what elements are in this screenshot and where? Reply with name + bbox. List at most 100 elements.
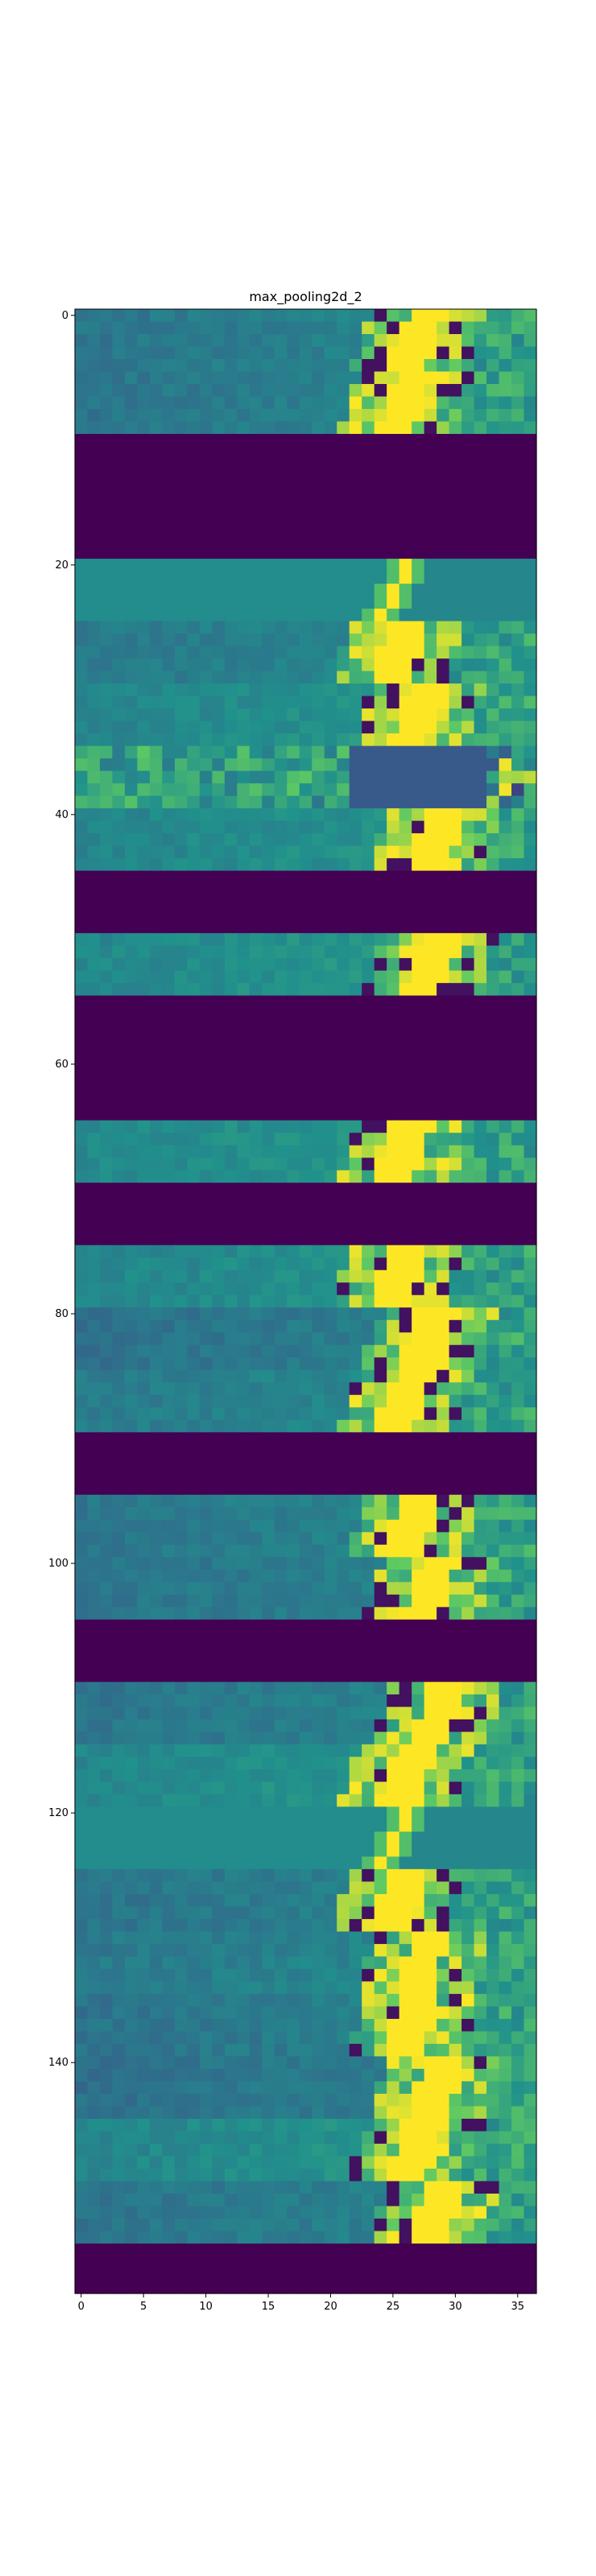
heatmap-cell [124, 621, 139, 634]
heatmap-cell [449, 1344, 462, 1358]
heatmap-cell [274, 621, 288, 634]
heatmap-cell [399, 958, 412, 972]
heatmap-cell [75, 621, 89, 634]
heatmap-cell [349, 1532, 362, 1546]
heatmap-cell [75, 1170, 89, 1183]
heatmap-cell [437, 1757, 450, 1770]
heatmap-cell [337, 1906, 350, 1920]
heatmap-cell [399, 1757, 412, 1770]
heatmap-cell [137, 1108, 151, 1121]
heatmap-cell [112, 708, 126, 722]
heatmap-cell [112, 795, 126, 809]
heatmap-cell [75, 1719, 89, 1732]
heatmap-cell [124, 933, 139, 947]
heatmap-cell [112, 1893, 126, 1907]
heatmap-cell [524, 845, 537, 859]
heatmap-cell [299, 1682, 312, 1695]
heatmap-cell [162, 883, 176, 897]
heatmap-cell [511, 1931, 525, 1945]
heatmap-cell [412, 733, 425, 747]
heatmap-cell [149, 1382, 163, 1396]
heatmap-cell [349, 1719, 362, 1732]
heatmap-cell [237, 609, 250, 622]
heatmap-cell [474, 459, 487, 473]
heatmap-cell [87, 1357, 101, 1371]
heatmap-cell [274, 833, 288, 847]
heatmap-cell [424, 833, 437, 847]
heatmap-cell [174, 1382, 188, 1396]
heatmap-cell [149, 833, 163, 847]
heatmap-cell [162, 1632, 176, 1645]
heatmap-cell [449, 1582, 462, 1596]
heatmap-cell [412, 1482, 425, 1496]
heatmap-cell [437, 1806, 450, 1820]
heatmap-cell [374, 1906, 387, 1920]
heatmap-cell [424, 521, 437, 535]
heatmap-cell [162, 1170, 176, 1183]
heatmap-cell [499, 359, 512, 373]
heatmap-cell [187, 484, 201, 497]
heatmap-cell [187, 983, 201, 997]
heatmap-cell [237, 446, 250, 460]
heatmap-cell [399, 1906, 412, 1920]
heatmap-cell [412, 571, 425, 584]
heatmap-cell [499, 1781, 512, 1795]
heatmap-cell [75, 1769, 89, 1782]
heatmap-cell [299, 1382, 312, 1396]
heatmap-cell [187, 1707, 201, 1720]
heatmap-cell [87, 1444, 101, 1458]
heatmap-cell [174, 945, 188, 959]
heatmap-cell [424, 509, 437, 522]
heatmap-cell [124, 1806, 139, 1820]
heatmap-cell [87, 795, 101, 809]
heatmap-cell [449, 933, 462, 947]
heatmap-cell [449, 1544, 462, 1558]
heatmap-cell [137, 321, 151, 335]
heatmap-cell [224, 1956, 238, 1970]
heatmap-cell [87, 995, 101, 1009]
heatmap-cell [199, 1419, 213, 1433]
heatmap-cell [337, 1619, 350, 1633]
heatmap-cell [349, 1332, 362, 1346]
heatmap-cell [274, 1657, 288, 1670]
heatmap-cell [212, 1732, 226, 1745]
heatmap-cell [99, 1594, 114, 1608]
heatmap-cell [349, 1582, 362, 1596]
heatmap-cell [262, 384, 275, 398]
heatmap-cell [87, 1781, 101, 1795]
heatmap-cell [511, 1232, 525, 1246]
heatmap-cell [262, 883, 275, 897]
heatmap-cell [486, 696, 500, 709]
heatmap-cell [486, 933, 500, 947]
heatmap-cell [249, 521, 263, 535]
heatmap-cell [162, 658, 176, 672]
heatmap-cell [449, 421, 462, 435]
heatmap-cell [199, 833, 213, 847]
heatmap-cell [87, 1868, 101, 1882]
heatmap-cell [187, 1145, 201, 1158]
heatmap-cell [124, 521, 139, 535]
heatmap-cell [511, 1382, 525, 1396]
heatmap-cell [449, 1245, 462, 1258]
heatmap-cell [337, 1607, 350, 1620]
heatmap-cell [287, 446, 300, 460]
heatmap-cell [349, 371, 362, 385]
heatmap-cell [324, 1319, 337, 1333]
heatmap-cell [249, 708, 263, 722]
heatmap-cell [362, 1757, 375, 1770]
heatmap-cell [149, 1158, 163, 1171]
heatmap-cell [349, 1382, 362, 1396]
heatmap-cell [187, 1120, 201, 1133]
heatmap-cell [262, 1382, 275, 1396]
heatmap-cell [524, 720, 537, 734]
heatmap-cell [124, 908, 139, 922]
heatmap-cell [287, 621, 300, 634]
heatmap-cell [212, 1943, 226, 1958]
heatmap-cell [486, 446, 500, 460]
heatmap-cell [449, 845, 462, 859]
heatmap-cell [287, 696, 300, 709]
heatmap-cell [486, 658, 500, 672]
heatmap-cell [237, 534, 250, 547]
heatmap-cell [212, 1457, 226, 1471]
heatmap-cell [237, 484, 250, 497]
